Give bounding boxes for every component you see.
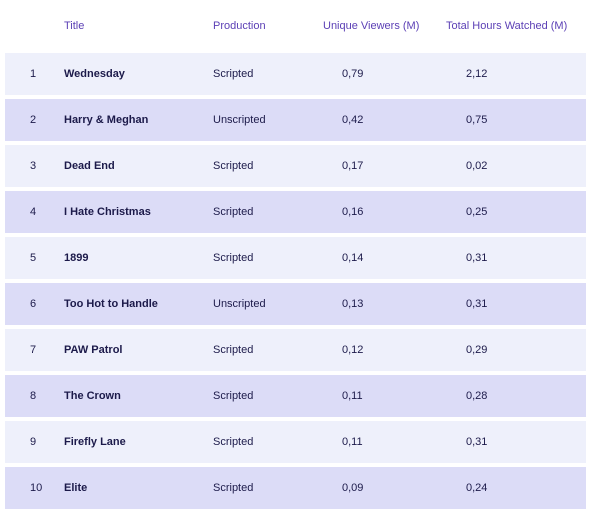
table-body: 1 Wednesday Scripted 0,79 2,12 2 Harry &… bbox=[5, 53, 586, 513]
title-cell: Dead End bbox=[64, 160, 115, 172]
title-cell: Wednesday bbox=[64, 68, 125, 80]
unique-viewers-cell: 0,12 bbox=[342, 344, 364, 356]
production-cell: Scripted bbox=[213, 206, 254, 218]
rank-cell: 7 bbox=[30, 344, 37, 356]
unique-viewers-cell: 0,14 bbox=[342, 252, 364, 264]
title-cell: PAW Patrol bbox=[64, 344, 123, 356]
title-cell: 1899 bbox=[64, 252, 89, 264]
unique-viewers-cell: 0,09 bbox=[342, 482, 364, 494]
column-header-production: Production bbox=[213, 20, 266, 32]
hours-watched-cell: 0,28 bbox=[466, 390, 488, 402]
rank-cell: 4 bbox=[30, 206, 37, 218]
hours-watched-cell: 0,02 bbox=[466, 160, 488, 172]
table-row: 7 PAW Patrol Scripted 0,12 0,29 bbox=[5, 329, 586, 371]
rank-cell: 6 bbox=[30, 298, 37, 310]
table-row: 4 I Hate Christmas Scripted 0,16 0,25 bbox=[5, 191, 586, 233]
production-cell: Unscripted bbox=[213, 298, 266, 310]
title-cell: The Crown bbox=[64, 390, 121, 402]
column-header-unique-viewers: Unique Viewers (M) bbox=[323, 20, 420, 32]
unique-viewers-cell: 0,42 bbox=[342, 114, 364, 126]
hours-watched-cell: 0,31 bbox=[466, 252, 488, 264]
table-row: 1 Wednesday Scripted 0,79 2,12 bbox=[5, 53, 586, 95]
production-cell: Scripted bbox=[213, 390, 254, 402]
hours-watched-cell: 0,29 bbox=[466, 344, 488, 356]
title-cell: Firefly Lane bbox=[64, 436, 126, 448]
rank-cell: 3 bbox=[30, 160, 37, 172]
production-cell: Unscripted bbox=[213, 114, 266, 126]
rank-cell: 1 bbox=[30, 68, 37, 80]
production-cell: Scripted bbox=[213, 436, 254, 448]
unique-viewers-cell: 0,79 bbox=[342, 68, 364, 80]
rank-cell: 5 bbox=[30, 252, 37, 264]
unique-viewers-cell: 0,17 bbox=[342, 160, 364, 172]
table-row: 5 1899 Scripted 0,14 0,31 bbox=[5, 237, 586, 279]
column-header-title: Title bbox=[64, 20, 85, 32]
table-header: Title Production Unique Viewers (M) Tota… bbox=[0, 0, 589, 52]
title-cell: I Hate Christmas bbox=[64, 206, 151, 218]
unique-viewers-cell: 0,16 bbox=[342, 206, 364, 218]
hours-watched-cell: 0,31 bbox=[466, 298, 488, 310]
table-row: 6 Too Hot to Handle Unscripted 0,13 0,31 bbox=[5, 283, 586, 325]
hours-watched-cell: 0,75 bbox=[466, 114, 488, 126]
production-cell: Scripted bbox=[213, 252, 254, 264]
hours-watched-cell: 2,12 bbox=[466, 68, 488, 80]
unique-viewers-cell: 0,11 bbox=[342, 436, 363, 448]
hours-watched-cell: 0,24 bbox=[466, 482, 488, 494]
column-header-total-hours: Total Hours Watched (M) bbox=[446, 20, 568, 32]
table-row: 9 Firefly Lane Scripted 0,11 0,31 bbox=[5, 421, 586, 463]
rank-cell: 9 bbox=[30, 436, 37, 448]
rank-cell: 10 bbox=[30, 482, 43, 494]
hours-watched-cell: 0,25 bbox=[466, 206, 488, 218]
production-cell: Scripted bbox=[213, 160, 254, 172]
unique-viewers-cell: 0,13 bbox=[342, 298, 364, 310]
table-row: 10 Elite Scripted 0,09 0,24 bbox=[5, 467, 586, 509]
title-cell: Elite bbox=[64, 482, 88, 494]
table-row: 8 The Crown Scripted 0,11 0,28 bbox=[5, 375, 586, 417]
hours-watched-cell: 0,31 bbox=[466, 436, 488, 448]
table-row: 3 Dead End Scripted 0,17 0,02 bbox=[5, 145, 586, 187]
rank-cell: 8 bbox=[30, 390, 37, 402]
production-cell: Scripted bbox=[213, 482, 254, 494]
rank-cell: 2 bbox=[30, 114, 37, 126]
title-cell: Too Hot to Handle bbox=[64, 298, 158, 310]
production-cell: Scripted bbox=[213, 344, 254, 356]
table-row: 2 Harry & Meghan Unscripted 0,42 0,75 bbox=[5, 99, 586, 141]
unique-viewers-cell: 0,11 bbox=[342, 390, 363, 402]
title-cell: Harry & Meghan bbox=[64, 114, 149, 126]
production-cell: Scripted bbox=[213, 68, 254, 80]
